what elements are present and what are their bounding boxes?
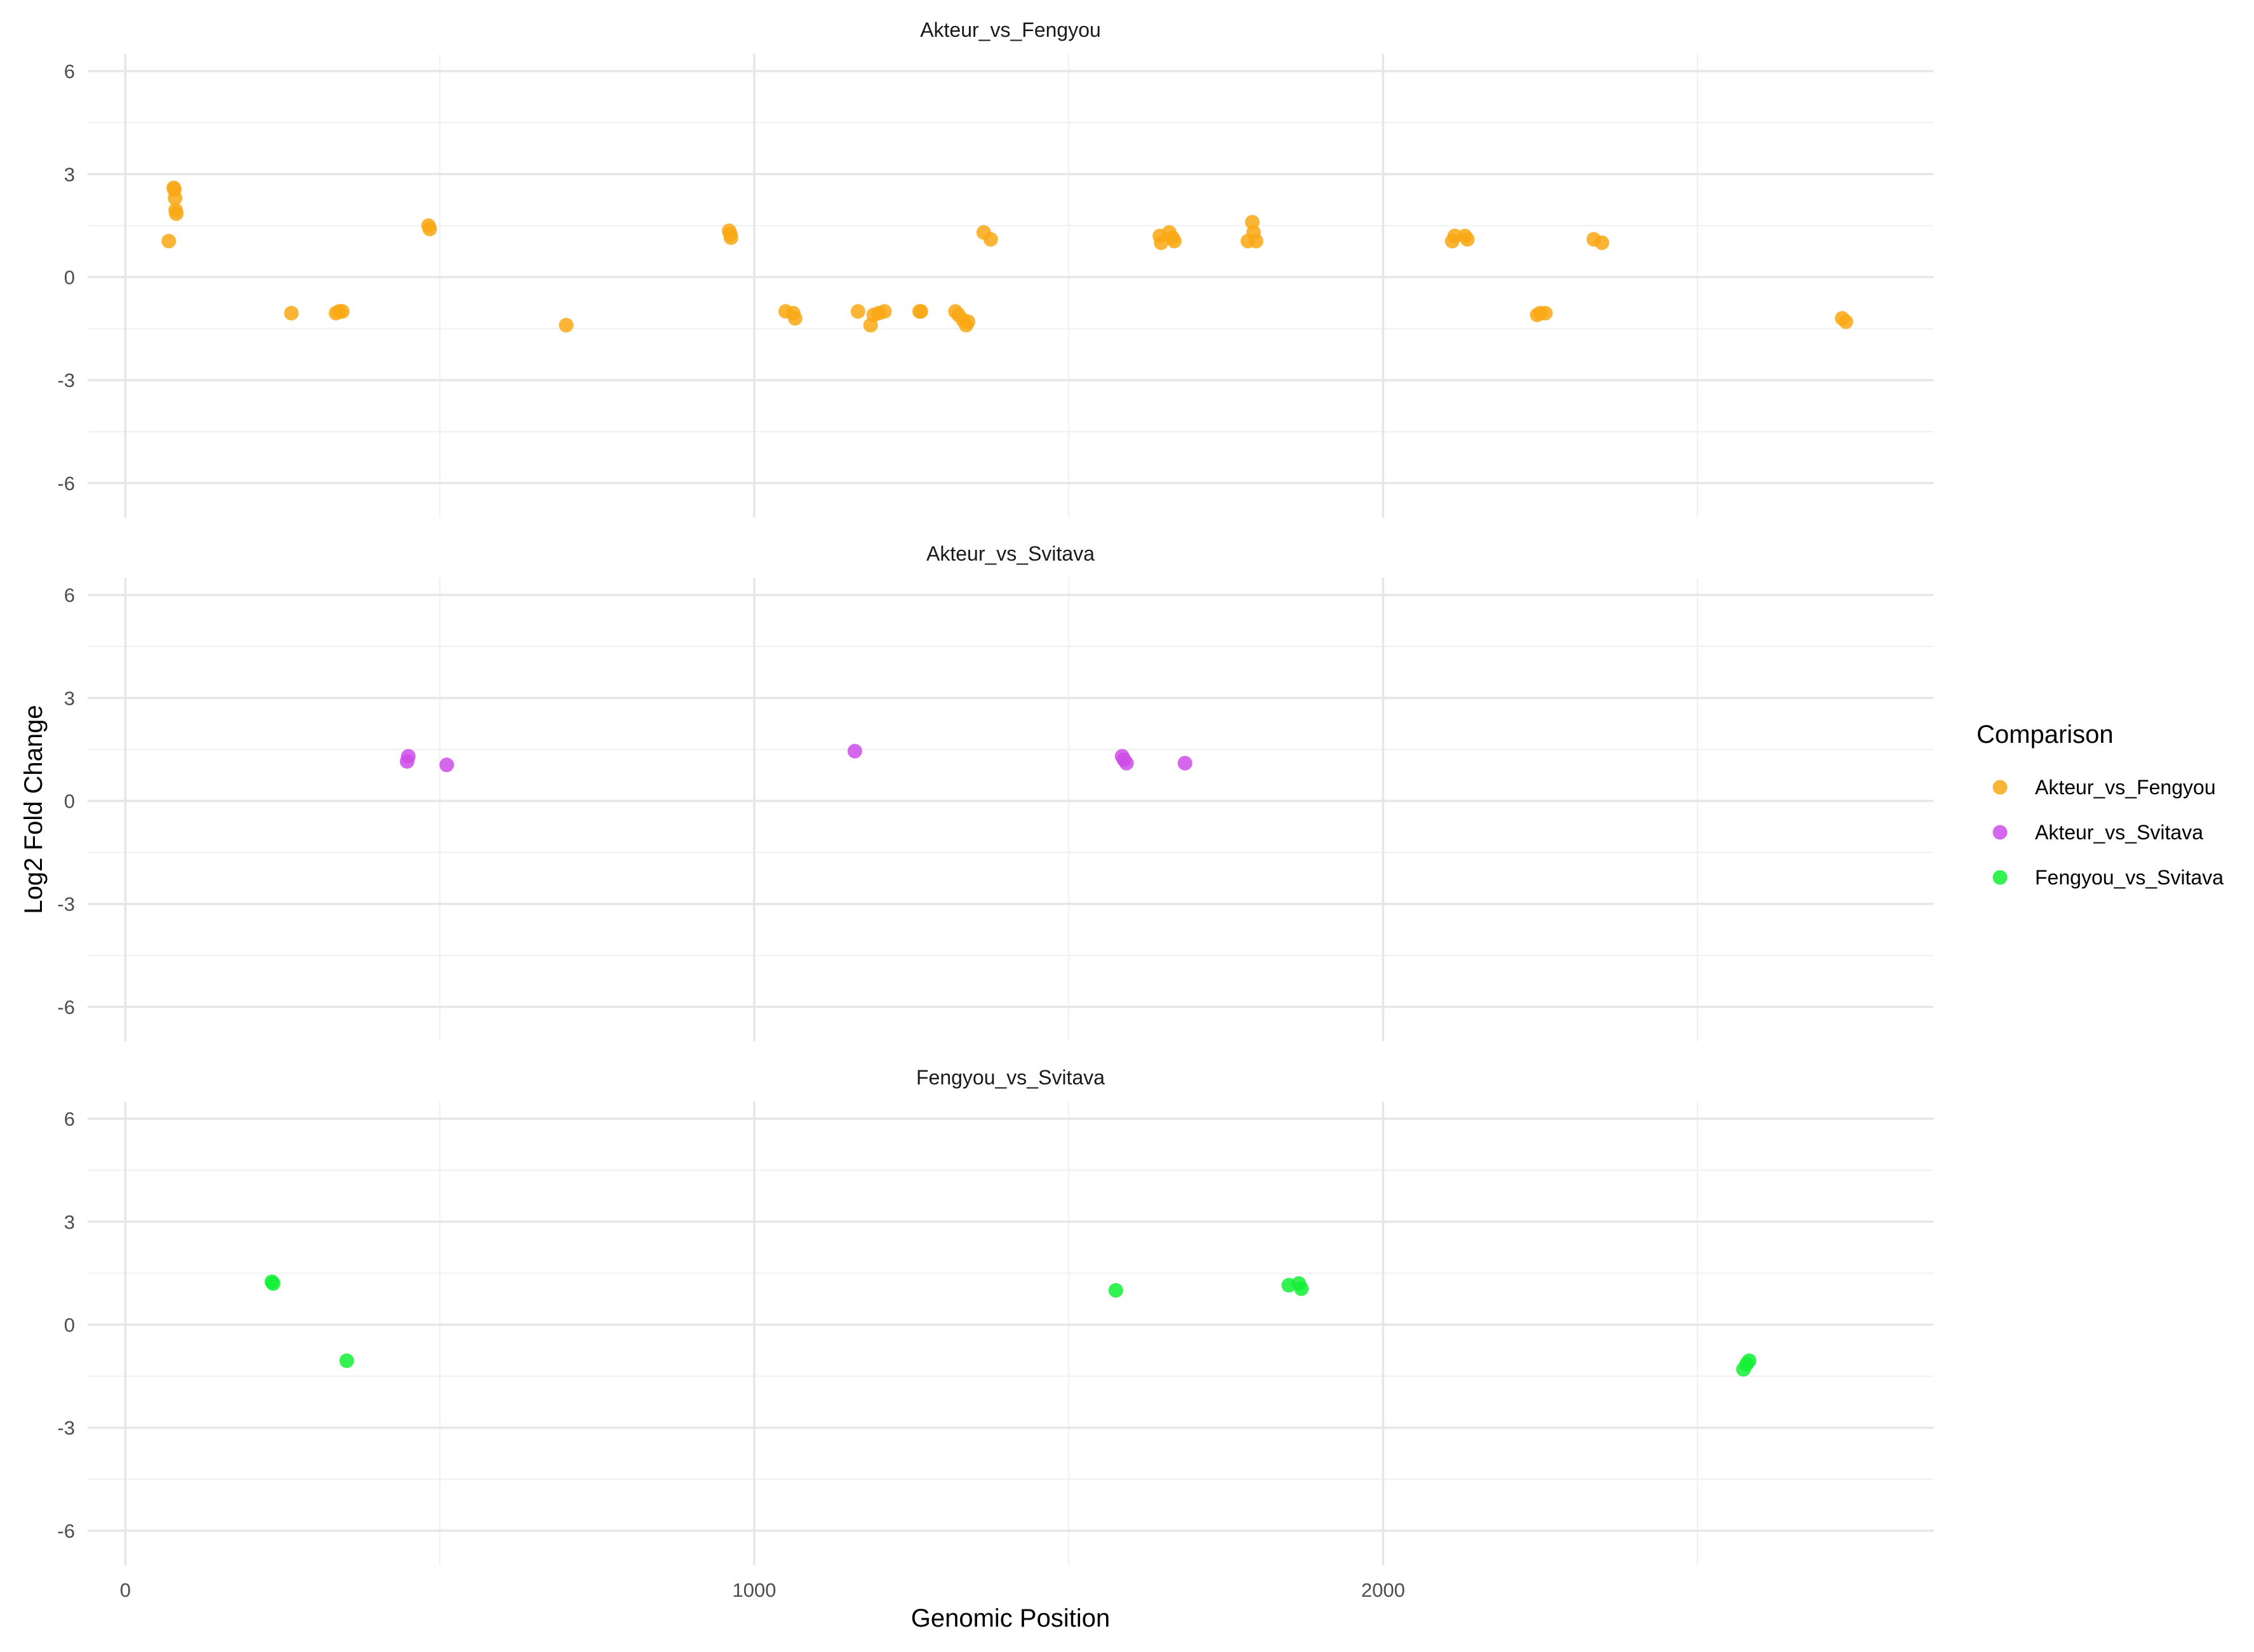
legend-label: Akteur_vs_Svitava [2035, 821, 2203, 844]
data-point [787, 310, 803, 326]
data-point [1154, 235, 1169, 250]
data-point [1294, 1281, 1309, 1296]
y-tick-label: -6 [57, 472, 75, 495]
data-point [284, 305, 299, 321]
data-point [847, 743, 862, 759]
data-point [1108, 1282, 1123, 1298]
data-point [1167, 234, 1182, 249]
legend-label: Akteur_vs_Fengyou [2035, 776, 2216, 799]
y-tick-label: 3 [64, 163, 75, 185]
y-tick-label: -6 [57, 996, 75, 1018]
data-point [1447, 229, 1462, 244]
legend-key [1992, 780, 2008, 795]
facet-title: Akteur_vs_Svitava [926, 542, 1095, 565]
legend-title: Comparison [1977, 721, 2114, 749]
legend-label: Fengyou_vs_Svitava [2035, 866, 2224, 889]
data-point [439, 757, 455, 773]
data-point [1460, 232, 1475, 247]
data-point [1594, 235, 1610, 250]
data-point [850, 304, 865, 319]
data-point [1119, 756, 1134, 771]
data-point [161, 234, 177, 249]
y-tick-label: -3 [57, 1417, 75, 1439]
data-point [169, 206, 184, 221]
data-point [1538, 305, 1553, 321]
data-point [335, 304, 350, 319]
data-point [559, 317, 574, 333]
data-point [168, 190, 183, 206]
data-point [1248, 234, 1264, 249]
y-tick-label: 3 [64, 687, 75, 709]
data-point [422, 222, 437, 237]
data-point [723, 230, 738, 245]
data-point [1742, 1353, 1757, 1368]
data-point [1177, 756, 1192, 771]
y-tick-label: 6 [64, 1108, 75, 1130]
data-point [1838, 314, 1853, 330]
y-tick-label: 3 [64, 1211, 75, 1233]
y-axis-title: Log2 Fold Change [20, 705, 48, 914]
x-tick-label: 0 [120, 1579, 131, 1601]
y-tick-label: 6 [64, 584, 75, 606]
y-tick-label: -3 [57, 370, 75, 392]
legend-key [1992, 825, 2008, 840]
facet-title: Akteur_vs_Fengyou [920, 18, 1101, 41]
facet-title: Fengyou_vs_Svitava [916, 1066, 1105, 1089]
y-tick-label: -3 [57, 893, 75, 916]
data-point [401, 749, 416, 764]
data-point [265, 1276, 281, 1291]
y-tick-label: 0 [64, 790, 75, 812]
legend-key [1992, 870, 2008, 885]
data-point [983, 232, 998, 247]
x-tick-label: 2000 [1361, 1579, 1405, 1601]
y-tick-label: -6 [57, 1520, 75, 1542]
y-tick-label: 0 [64, 266, 75, 288]
data-point [877, 304, 892, 319]
data-point [339, 1353, 354, 1368]
x-tick-label: 1000 [732, 1579, 776, 1601]
data-point [961, 314, 976, 330]
data-point [913, 304, 928, 319]
y-tick-label: 6 [64, 60, 75, 83]
x-axis-title: Genomic Position [911, 1604, 1110, 1632]
y-tick-label: 0 [64, 1314, 75, 1336]
